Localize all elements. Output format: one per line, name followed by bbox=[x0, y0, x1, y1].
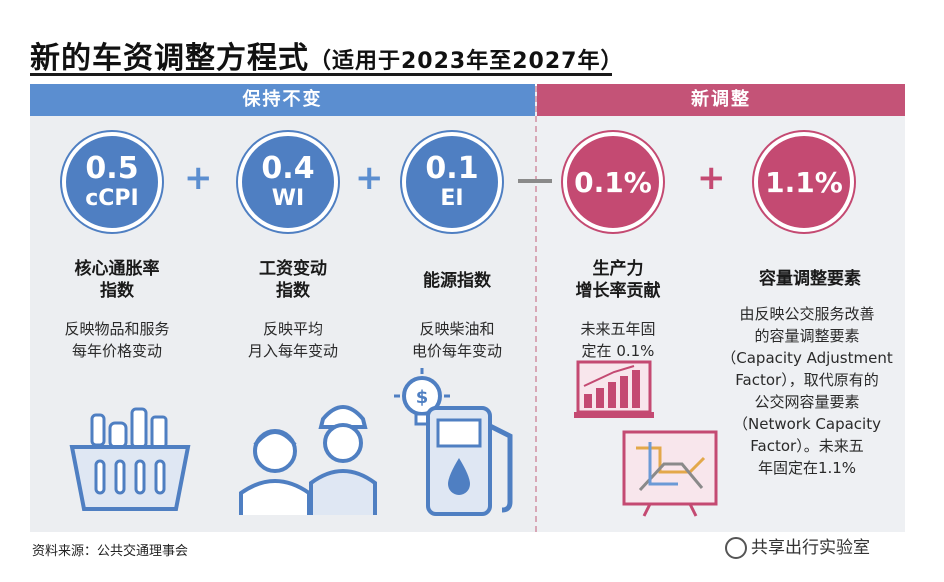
workers-icon bbox=[239, 405, 377, 515]
svg-text:$: $ bbox=[416, 387, 429, 408]
fuel-pump-bulb-icon: $ bbox=[394, 368, 513, 516]
section-divider bbox=[535, 86, 537, 532]
new-adjustment-banner: 新调整 bbox=[537, 84, 905, 116]
ei-value: 0.1 bbox=[425, 151, 479, 186]
wi-description: 反映平均 月入每年变动 bbox=[247, 320, 338, 360]
growth-chart-icon bbox=[574, 360, 654, 418]
plus-operator-3: + bbox=[697, 158, 726, 198]
ccpi-description: 反映物品和服务 每年价格变动 bbox=[64, 320, 170, 360]
wi-circle: 0.4 WI bbox=[238, 132, 338, 232]
wi-code: WI bbox=[271, 186, 305, 211]
minus-operator bbox=[518, 179, 552, 183]
wi-heading: 工资变动 指数 bbox=[259, 259, 327, 301]
wechat-icon bbox=[725, 537, 747, 559]
plus-operator-1: + bbox=[184, 158, 213, 198]
capacity-circle: 1.1% bbox=[754, 132, 854, 232]
shopping-basket-icon bbox=[69, 407, 191, 511]
credit-watermark: 共享出行实验室 bbox=[725, 533, 870, 559]
ccpi-circle: 0.5 cCPI bbox=[62, 132, 162, 232]
title-main: 新的车资调整方程式 bbox=[30, 41, 309, 76]
source-note: 资料来源：公共交通理事会 bbox=[32, 544, 189, 559]
capacity-heading: 容量调整要素 bbox=[759, 269, 861, 289]
title-underline bbox=[30, 73, 612, 76]
ccpi-heading: 核心通胀率 指数 bbox=[74, 259, 160, 301]
title-subtitle: （适用于2023年至2027年） bbox=[309, 49, 624, 74]
transit-map-icon bbox=[622, 430, 718, 517]
ei-circle: 0.1 EI bbox=[402, 132, 502, 232]
credit-text: 共享出行实验室 bbox=[751, 538, 870, 558]
capacity-value: 1.1% bbox=[765, 165, 843, 199]
plus-operator-2: + bbox=[355, 158, 384, 198]
wi-value: 0.4 bbox=[261, 151, 315, 186]
capacity-description: 由反映公交服务改善 的容量调整要素 （Capacity Adjustment F… bbox=[721, 305, 893, 477]
productivity-value: 0.1% bbox=[574, 165, 652, 199]
infographic-title: 新的车资调整方程式（适用于2023年至2027年） bbox=[30, 33, 623, 77]
ei-code: EI bbox=[440, 186, 464, 211]
ei-description: 反映柴油和 电价每年变动 bbox=[411, 320, 502, 360]
unchanged-banner: 保持不变 bbox=[30, 84, 535, 116]
ccpi-code: cCPI bbox=[85, 186, 139, 211]
productivity-description: 未来五年固 定在 0.1% bbox=[580, 320, 656, 360]
ccpi-value: 0.5 bbox=[85, 151, 139, 186]
ei-heading: 能源指数 bbox=[423, 271, 491, 291]
productivity-circle: 0.1% bbox=[563, 132, 663, 232]
productivity-heading: 生产力 增长率贡献 bbox=[575, 259, 661, 301]
